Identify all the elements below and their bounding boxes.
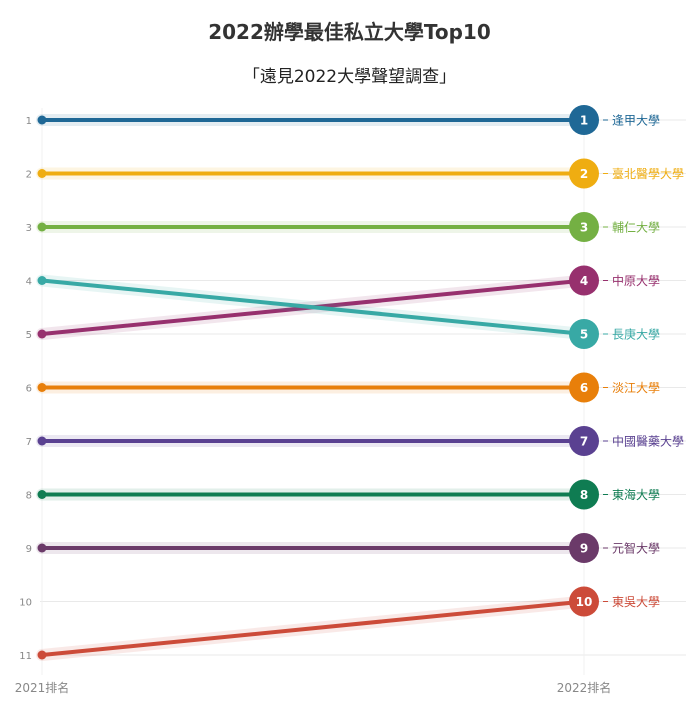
rank-label: 7 <box>580 435 588 449</box>
y-tick-label: 10 <box>19 598 32 609</box>
y-tick-label: 1 <box>26 116 32 127</box>
series-line <box>40 278 586 336</box>
x-tick-label: 2021排名 <box>15 680 70 695</box>
data-point-2021 <box>37 222 47 232</box>
data-point-2022 <box>569 479 599 510</box>
data-point-2021 <box>37 383 47 392</box>
rank-label: 5 <box>580 328 588 342</box>
y-tick-label: 7 <box>26 437 32 448</box>
y-tick-label: 9 <box>26 544 32 555</box>
data-point-2022 <box>569 212 599 242</box>
rank-label: 9 <box>580 542 588 556</box>
data-point-2022 <box>569 533 599 563</box>
data-point-2021 <box>37 169 47 178</box>
y-tick-label: 5 <box>26 330 32 341</box>
data-point-2021 <box>37 543 47 553</box>
rank-label: 10 <box>576 595 593 609</box>
data-point-2021 <box>37 436 47 446</box>
series-name-label: 輔仁大學 <box>612 221 660 235</box>
series-name-label: 元智大學 <box>612 541 660 556</box>
rank-label: 6 <box>580 381 588 395</box>
y-tick-label: 2 <box>26 170 32 181</box>
series-name-label: 中原大學 <box>612 273 660 288</box>
x-tick-label: 2022排名 <box>557 680 612 695</box>
y-tick-label: 6 <box>26 384 32 395</box>
series-name-label: 淡江大學 <box>612 381 660 395</box>
series-name-label: 長庚大學 <box>612 327 660 342</box>
data-point-2022 <box>569 372 599 403</box>
rank-label: 1 <box>580 114 588 128</box>
y-tick-label: 11 <box>19 651 32 662</box>
data-point-2021 <box>37 276 47 285</box>
series-name-label: 臺北醫學大學 <box>612 166 684 181</box>
data-point-2022 <box>569 586 599 617</box>
y-tick-label: 3 <box>26 223 32 234</box>
data-point-2021 <box>37 490 47 499</box>
series-line <box>40 599 586 657</box>
data-point-2022 <box>569 265 599 296</box>
data-point-2022 <box>569 319 599 349</box>
rank-label: 8 <box>580 488 588 502</box>
rank-label: 3 <box>580 221 588 235</box>
rank-label: 4 <box>580 274 588 288</box>
y-tick-label: 4 <box>26 277 32 288</box>
series-name-label: 東海大學 <box>612 487 660 502</box>
data-point-2022 <box>569 158 599 189</box>
rank-label: 2 <box>580 167 588 181</box>
chart-subtitle: 「遠見2022大學聲望調查」 <box>242 67 457 87</box>
chart-title: 2022辦學最佳私立大學Top10 <box>208 20 491 44</box>
data-point-2022 <box>569 426 599 456</box>
series-name-label: 中國醫藥大學 <box>612 434 684 449</box>
series-name-label: 東吳大學 <box>612 595 660 609</box>
data-point-2022 <box>569 105 599 135</box>
data-point-2021 <box>37 650 47 660</box>
series-name-label: 逢甲大學 <box>612 114 660 128</box>
data-point-2021 <box>37 329 47 339</box>
data-point-2021 <box>37 115 47 125</box>
y-tick-label: 8 <box>26 491 32 502</box>
